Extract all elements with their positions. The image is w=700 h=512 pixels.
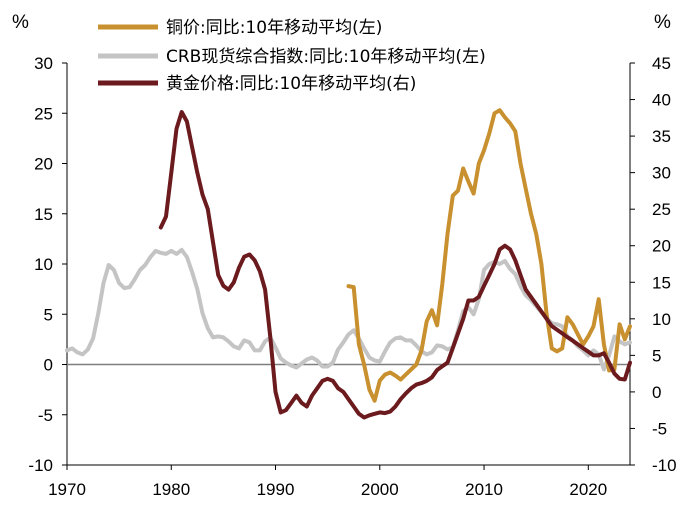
y-tick-label-left: 0 xyxy=(44,356,53,375)
y-tick-label-right: 25 xyxy=(652,200,671,219)
y-tick-label-right: 45 xyxy=(652,54,671,73)
x-tick-label: 2000 xyxy=(361,480,399,499)
legend-copper: 铜价:同比:10年移动平均(左) xyxy=(98,18,382,38)
copper-series-line xyxy=(346,108,632,403)
left-axis-unit: % xyxy=(12,12,29,33)
y-tick-label-left: 15 xyxy=(34,205,53,224)
y-tick-label-right: 10 xyxy=(652,310,671,329)
y-tick-label-right: 35 xyxy=(652,127,671,146)
legend-label: 铜价:同比:10年移动平均(左) xyxy=(166,18,382,38)
y-tick-label-right: 20 xyxy=(652,237,671,256)
x-tick-label: 2010 xyxy=(465,480,503,499)
y-tick-label-left: 30 xyxy=(34,54,53,73)
y-tick-label-right: 5 xyxy=(652,346,661,365)
right-axis-unit: % xyxy=(654,12,671,33)
x-tick-label: 1990 xyxy=(257,480,295,499)
y-tick-label-left: -5 xyxy=(38,406,53,425)
legend-label: CRB现货综合指数:同比:10年移动平均(左) xyxy=(166,47,486,67)
legend-crb: CRB现货综合指数:同比:10年移动平均(左) xyxy=(98,47,486,67)
y-tick-label-left: -10 xyxy=(28,456,53,475)
y-tick-label-left: 5 xyxy=(44,305,53,324)
y-tick-label-right: -10 xyxy=(652,456,677,475)
legend-label: 黄金价格:同比:10年移动平均(右) xyxy=(166,74,416,94)
y-tick-label-right: 15 xyxy=(652,273,671,292)
gold-series-line xyxy=(158,110,632,420)
x-tick-label: 2020 xyxy=(569,480,607,499)
x-tick-label: 1980 xyxy=(152,480,190,499)
y-tick-label-left: 20 xyxy=(34,155,53,174)
legend-gold: 黄金价格:同比:10年移动平均(右) xyxy=(98,74,416,94)
y-tick-label-right: 0 xyxy=(652,383,661,402)
y-tick-label-right: 30 xyxy=(652,164,671,183)
y-tick-label-left: 25 xyxy=(34,104,53,123)
y-tick-label-right: -5 xyxy=(652,419,667,438)
y-tick-label-right: 40 xyxy=(652,91,671,110)
x-tick-label: 1970 xyxy=(48,480,86,499)
y-tick-label-left: 10 xyxy=(34,255,53,274)
